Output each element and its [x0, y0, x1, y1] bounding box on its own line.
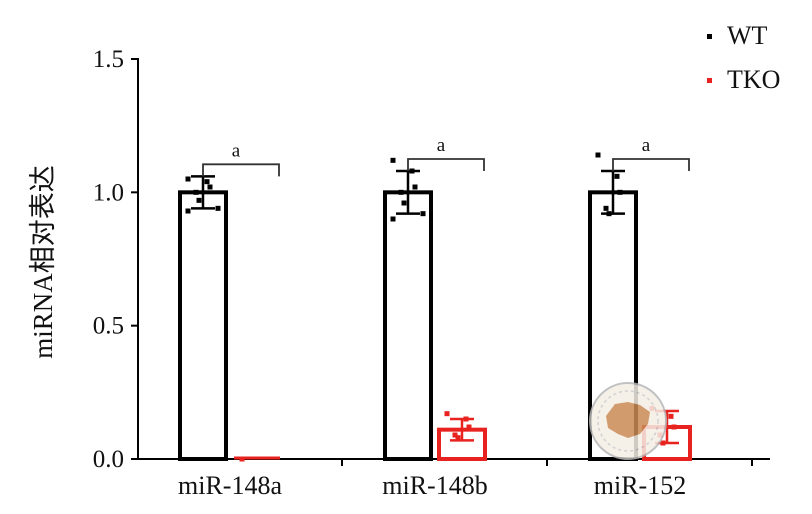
y-axis-label: miRNA相对表达	[28, 165, 58, 359]
data-point	[614, 173, 620, 179]
y-tick-label: 0.5	[93, 313, 124, 340]
data-point	[193, 189, 199, 195]
data-point	[185, 176, 191, 182]
chart-axes	[137, 58, 770, 460]
data-point	[668, 413, 674, 419]
y-ticks: 0.0 0.5 1.0 1.5	[93, 46, 138, 473]
x-tick-labels: miR-148a miR-148b miR-152	[178, 459, 753, 500]
legend-label: WT	[727, 21, 768, 50]
seal-watermark	[589, 382, 667, 460]
data-point	[466, 424, 472, 430]
data-point	[412, 184, 418, 190]
data-point	[617, 189, 623, 195]
data-point	[390, 157, 396, 163]
legend-marker	[707, 34, 712, 39]
data-point	[455, 435, 461, 441]
category-label: miR-152	[594, 471, 686, 500]
data-point	[207, 184, 213, 190]
significance-bracket	[407, 158, 485, 171]
data-point	[390, 216, 396, 222]
data-point	[196, 197, 202, 203]
data-point	[204, 179, 210, 185]
category-label: miR-148b	[382, 471, 487, 500]
data-point	[401, 200, 407, 206]
bars	[178, 169, 692, 461]
data-point	[239, 456, 245, 462]
legend-label: TKO	[727, 65, 780, 94]
bar	[178, 190, 228, 461]
y-tick-label: 0.0	[93, 446, 124, 473]
data-point	[185, 208, 191, 214]
data-point	[606, 211, 612, 217]
category-label: miR-148a	[178, 471, 282, 500]
y-tick-label: 1.5	[93, 46, 124, 73]
legend-marker	[707, 78, 712, 83]
data-point	[463, 416, 469, 422]
significance-bracket	[612, 158, 690, 171]
significance-label: a	[437, 135, 446, 156]
data-point	[444, 411, 450, 417]
data-point	[660, 440, 666, 446]
data-point	[409, 168, 415, 174]
data-point	[215, 205, 221, 211]
data-point	[398, 189, 404, 195]
data-point	[420, 211, 426, 217]
data-point	[595, 152, 601, 158]
y-tick-label: 1.0	[93, 179, 124, 206]
legend: WT TKO	[707, 21, 780, 94]
significance-label: a	[232, 140, 241, 161]
data-point	[452, 432, 458, 438]
significance-bracket	[202, 163, 280, 177]
data-point	[603, 205, 609, 211]
significance-label: a	[642, 135, 651, 156]
bar	[383, 190, 433, 461]
data-point	[671, 424, 677, 430]
